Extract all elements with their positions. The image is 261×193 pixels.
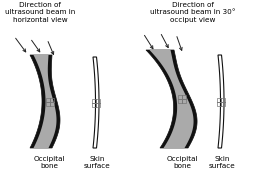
Bar: [92, 98, 100, 107]
Text: Direction of
ultrasound beam in
horizontal view: Direction of ultrasound beam in horizont…: [5, 2, 75, 23]
Polygon shape: [218, 55, 224, 148]
Bar: [178, 95, 186, 103]
Polygon shape: [33, 55, 56, 148]
Bar: [217, 97, 225, 106]
Polygon shape: [150, 50, 194, 148]
Polygon shape: [146, 50, 197, 148]
Text: Skin
surface: Skin surface: [208, 156, 235, 169]
Polygon shape: [30, 55, 60, 148]
Text: Occipital
bone: Occipital bone: [167, 156, 198, 169]
Text: Skin
surface: Skin surface: [83, 156, 110, 169]
Bar: [46, 97, 54, 106]
Polygon shape: [93, 57, 99, 148]
Text: Occipital
bone: Occipital bone: [34, 156, 65, 169]
Text: Direction of
ultrasound beam in 30°
occiput view: Direction of ultrasound beam in 30° occi…: [150, 2, 236, 23]
